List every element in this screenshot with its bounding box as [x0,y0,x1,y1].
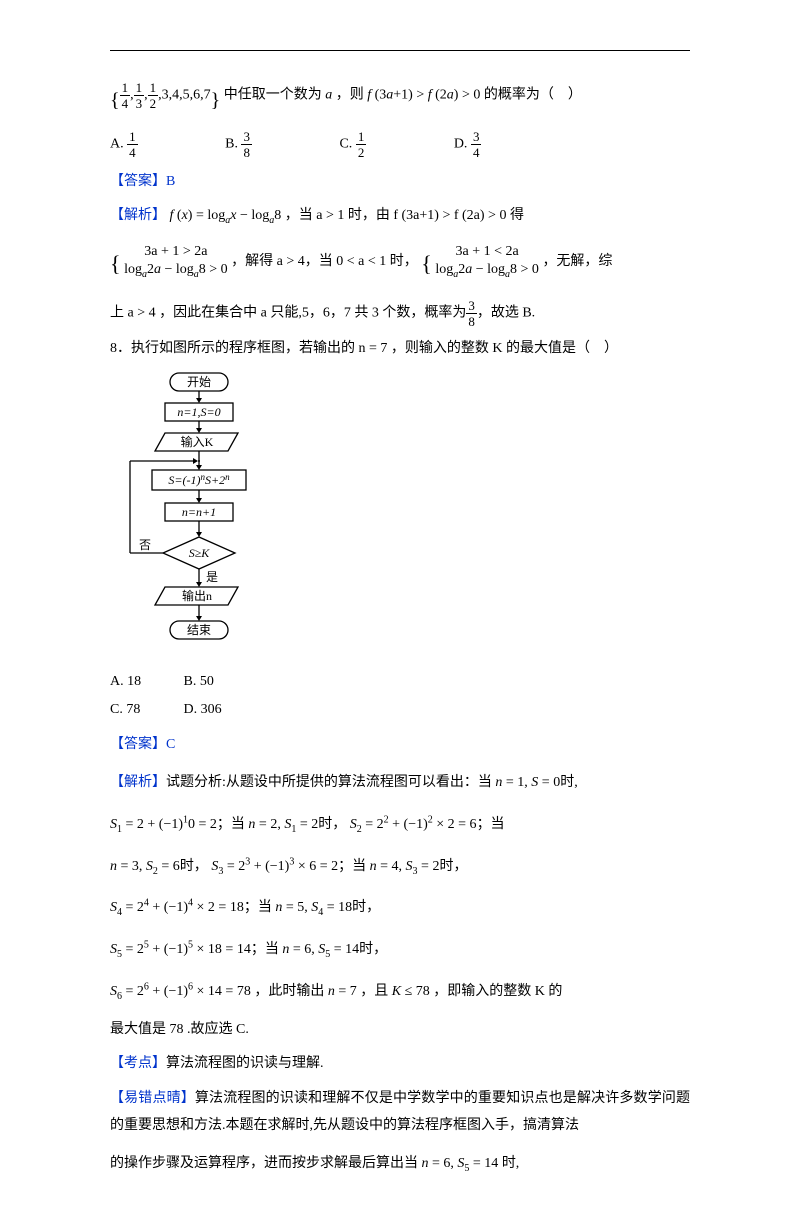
q7-options: A. 14 B. 38 C. 12 D. 34 [110,130,690,159]
q8-answer: 【答案】C [110,732,690,759]
svg-text:S≥K: S≥K [189,546,211,560]
svg-text:输出n: 输出n [182,588,212,603]
q8-options-cd: C. 78 D. 306 [110,697,690,724]
option-b: B. 50 [184,674,214,689]
option-c: C. 12 [339,130,422,159]
q8-analysis-5: S5 = 25 + (−1)5 × 18 = 14；当 n = 6, S5 = … [110,933,690,967]
q8-yicuo: 【易错点晴】算法流程图的识读和理解不仅是中学数学中的重要知识点也是解决许多数学问… [110,1086,690,1139]
q8-yicuo-2: 的操作步骤及运算程序，进而按步求解最后算出当 n = 6, S5 = 14 时, [110,1147,690,1181]
q7-analysis-1: 【解析】 f (x) = logax − loga8 ，当 a > 1 时，由 … [110,203,690,230]
svg-text:n=1,S=0: n=1,S=0 [177,405,220,419]
q7-stem: {14,13,12,3,4,5,6,7} 中任取一个数为 a ，则 f (3a+… [110,81,690,120]
q8-kaodian: 【考点】算法流程图的识读与理解. [110,1051,690,1078]
option-c: C. 78 [110,697,180,724]
q8-analysis-7: 最大值是 78 .故应选 C. [110,1017,690,1044]
q8-options-ab: A. 18 B. 50 [110,669,690,696]
svg-text:输入K: 输入K [181,434,214,449]
svg-text:是: 是 [206,570,218,584]
option-a: A. 14 [110,130,194,159]
svg-text:S=(-1)nS+2n: S=(-1)nS+2n [168,472,230,487]
q8-analysis-3: n = 3, S2 = 6时， S3 = 23 + (−1)3 × 6 = 2；… [110,850,690,884]
flowchart: 开始 n=1,S=0 输入K S=(-1)nS+2n n=n+1 [110,371,690,661]
svg-text:n=n+1: n=n+1 [182,505,216,519]
q7-analysis-3: 上 a > 4 ，因此在集合中 a 只能,5，6，7 共 3 个数，概率为38，… [110,299,690,328]
q7-answer: 【答案】B [110,169,690,196]
svg-text:否: 否 [139,538,151,552]
option-b: B. 38 [225,130,308,159]
q8-stem: 8．执行如图所示的程序框图，若输出的 n = 7 ，则输入的整数 K 的最大值是… [110,336,690,363]
q8-analysis-6: S6 = 26 + (−1)6 × 14 = 78 ，此时输出 n = 7 ，且… [110,975,690,1009]
q7-analysis-2: { 3a + 1 > 2a loga2a − loga8 > 0 ，解得 a >… [110,238,690,291]
svg-text:开始: 开始 [187,375,211,389]
q8-analysis-2: S1 = 2 + (−1)10 = 2；当 n = 2, S1 = 2时， S2… [110,808,690,842]
header-rule [110,50,690,51]
svg-text:结束: 结束 [187,623,211,637]
option-a: A. 18 [110,669,180,696]
option-d: D. 34 [454,130,538,159]
q8-analysis-1: 【解析】试题分析:从题设中所提供的算法流程图可以看出：当 n = 1, S = … [110,766,690,800]
option-d: D. 306 [184,702,222,717]
q8-analysis-4: S4 = 24 + (−1)4 × 2 = 18；当 n = 5, S4 = 1… [110,891,690,925]
